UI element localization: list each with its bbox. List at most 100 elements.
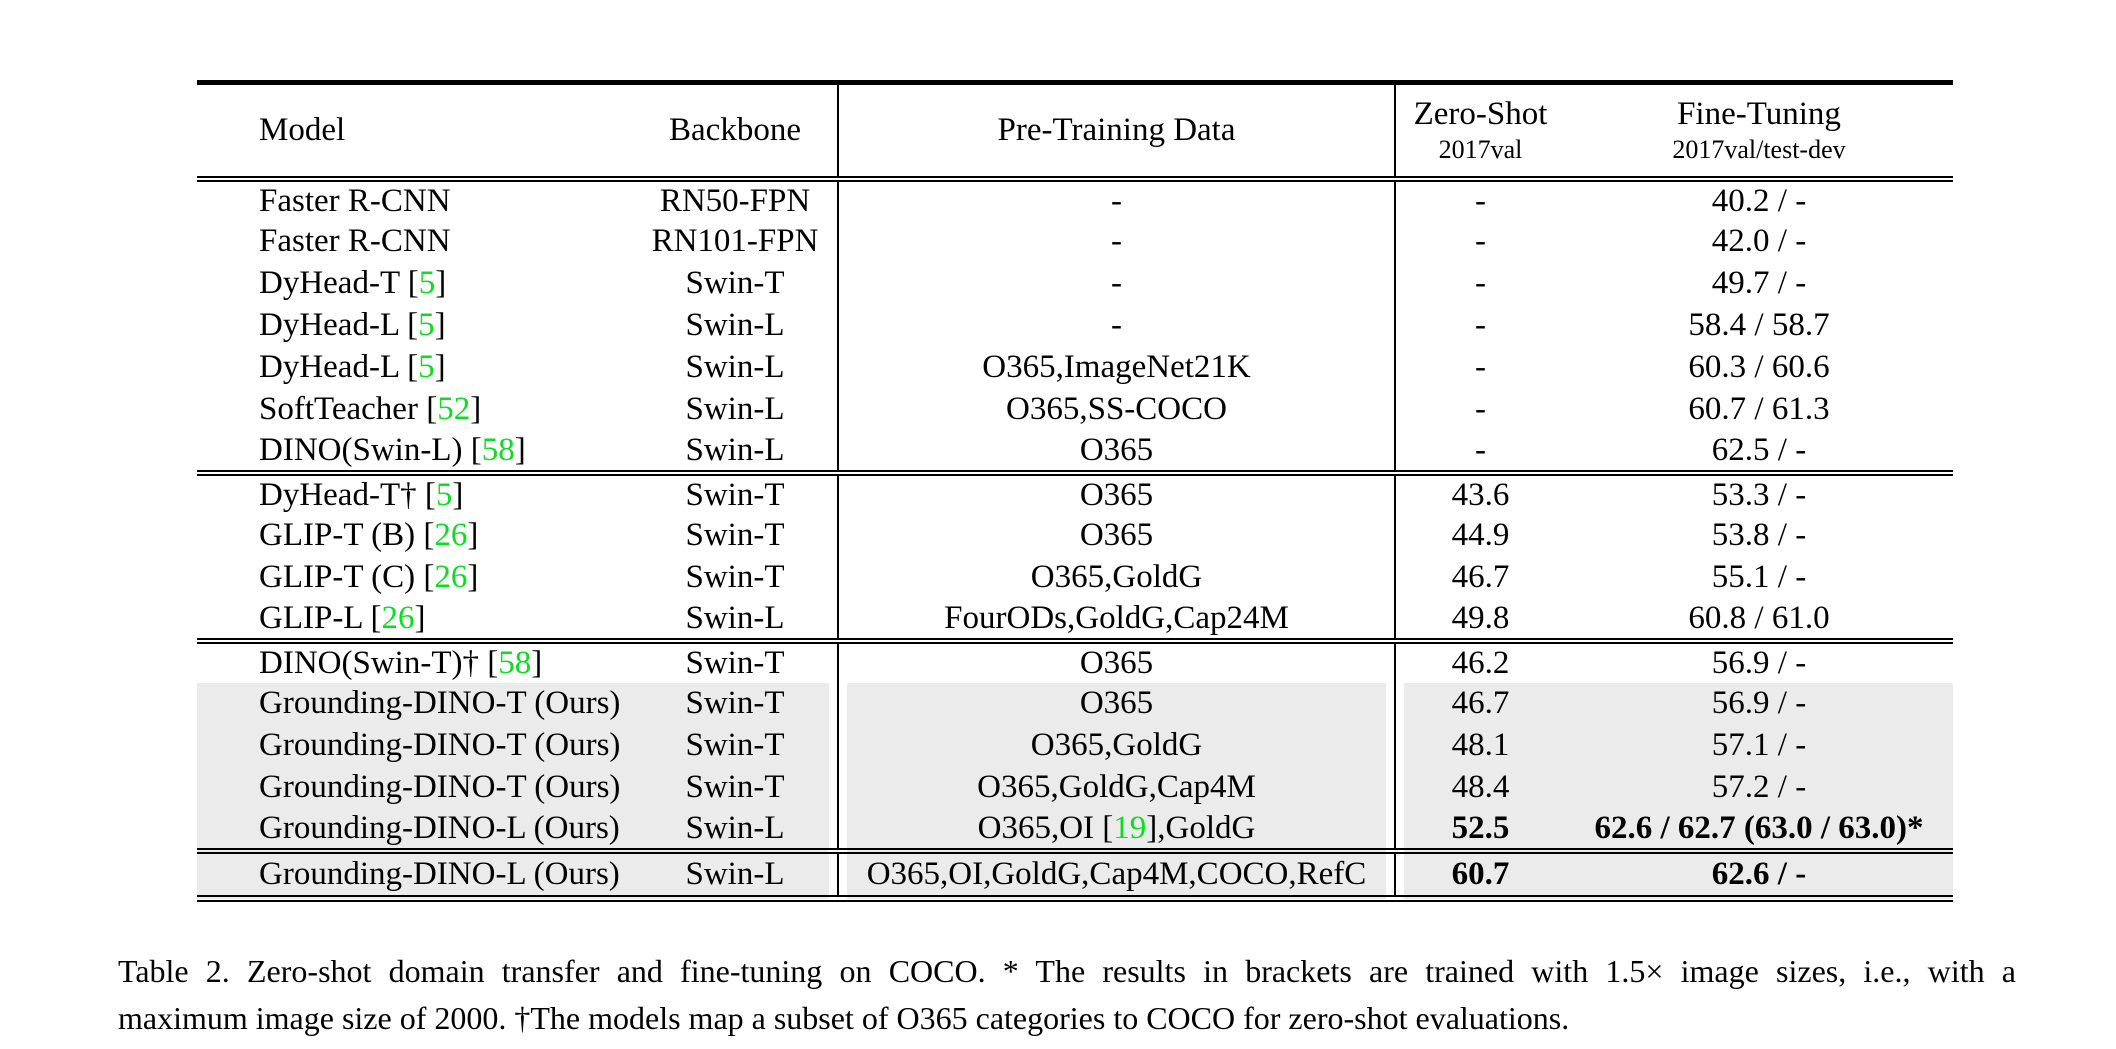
cell-pretrain-data: - bbox=[837, 220, 1396, 263]
cell-backbone: Swin-T bbox=[685, 265, 785, 302]
cell-fine-tuning: 57.2 / - bbox=[1565, 766, 1953, 809]
header-backbone: Backbone bbox=[633, 82, 838, 182]
citation-number: 58 bbox=[498, 644, 532, 681]
cell-zero-shot: - bbox=[1475, 223, 1486, 260]
citation-number: 26 bbox=[381, 599, 415, 636]
cell-zero-shot: 46.2 bbox=[1451, 644, 1510, 681]
header-fine-tuning-title: Fine-Tuning bbox=[1677, 96, 1841, 133]
table-row: GLIP-L [26] Swin-L FourODs,GoldG,Cap24M 49.… bbox=[197, 598, 1953, 644]
cell-model: DINO(Swin-T)† [58] bbox=[259, 644, 543, 681]
cell-pretrain-data: O365,GoldG bbox=[837, 556, 1396, 599]
cell-fine-tuning: 62.6 / - bbox=[1565, 850, 1953, 899]
cell-zero-shot: - bbox=[1475, 182, 1486, 219]
header-zero-shot: Zero-Shot 2017val bbox=[1395, 82, 1565, 182]
cell-zero-shot: 48.1 bbox=[1395, 724, 1565, 767]
cell-zero-shot: 52.5 bbox=[1395, 808, 1565, 854]
cell-fine-tuning: 62.5 / - bbox=[1565, 430, 1953, 476]
header-pretrain-data: Pre-Training Data bbox=[837, 82, 1396, 182]
cell-backbone: Swin-L bbox=[685, 391, 785, 428]
table-section: Grounding-DINO-L (Ours) Swin-L O365,OI,Gol… bbox=[197, 850, 1953, 899]
cell-pretrain-data: FourODs,GoldG,Cap24M bbox=[837, 598, 1396, 644]
table-row: DyHead-L [5] Swin-L - - 58.4 / 58.7 bbox=[197, 304, 1953, 347]
cell-backbone: Swin-T bbox=[633, 682, 838, 725]
cell-pretrain-data: O365,ImageNet21K bbox=[837, 346, 1396, 389]
cell-pretrain-data: - bbox=[837, 178, 1396, 221]
header-fine-tuning: Fine-Tuning 2017val/test-dev bbox=[1565, 82, 1953, 182]
header-model: Model bbox=[197, 82, 633, 182]
table-row: DyHead-T† [5] Swin-T O365 43.6 53.3 / - bbox=[197, 472, 1953, 515]
caption-line-1: Table 2. Zero-shot domain transfer and f… bbox=[118, 953, 2016, 989]
cell-backbone: Swin-T bbox=[633, 766, 838, 809]
cell-backbone: Swin-L bbox=[633, 430, 838, 476]
table-row: Faster R-CNN RN50-FPN - -40.2 / - bbox=[197, 178, 1953, 221]
header-row: Model Backbone Pre-Training Data Zero-Sh… bbox=[197, 82, 1953, 182]
cell-fine-tuning: 56.9 / - bbox=[1711, 644, 1807, 681]
cell-fine-tuning: 60.8 / 61.0 bbox=[1565, 598, 1953, 644]
cell-fine-tuning: 57.1 / - bbox=[1565, 724, 1953, 767]
cell-pretrain-data: O365 bbox=[837, 514, 1396, 557]
cell-model: DyHead-T [5] bbox=[259, 265, 447, 302]
table-row: DyHead-L [5] Swin-L O365,ImageNet21K - 60.3 … bbox=[197, 346, 1953, 389]
table-section: Faster R-CNN RN50-FPN - -40.2 / - Faster R-C… bbox=[197, 178, 1953, 476]
cell-pretrain-data: O365 bbox=[837, 472, 1396, 515]
cell-pretrain-data: O365 bbox=[837, 430, 1396, 476]
table-row: Grounding-DINO-L (Ours) Swin-L O365,OI [19… bbox=[197, 808, 1953, 854]
header-fine-tuning-sub: 2017val/test-dev bbox=[1672, 135, 1846, 165]
cell-fine-tuning: 58.4 / 58.7 bbox=[1688, 307, 1830, 344]
cell-model: Grounding-DINO-L (Ours) bbox=[197, 850, 633, 899]
cell-fine-tuning: 53.3 / - bbox=[1711, 476, 1807, 513]
cell-fine-tuning: 40.2 / - bbox=[1711, 182, 1807, 219]
cell-backbone: Swin-T bbox=[685, 644, 785, 681]
results-table: Model Backbone Pre-Training Data Zero-Sh… bbox=[197, 80, 1953, 902]
header-model-label: Model bbox=[259, 111, 346, 148]
table-row: GLIP-T (B) [26] Swin-T O365 44.9 53.8 / - bbox=[197, 514, 1953, 557]
table-row: Grounding-DINO-T (Ours) Swin-T O365 46.7 56.… bbox=[197, 682, 1953, 725]
cell-fine-tuning: 49.7 / - bbox=[1711, 265, 1807, 302]
cell-zero-shot: 48.4 bbox=[1395, 766, 1565, 809]
caption-line-2: maximum image size of 2000. †The models … bbox=[118, 1000, 1570, 1036]
cell-fine-tuning: 60.3 / 60.6 bbox=[1688, 349, 1830, 386]
cell-pretrain-data: O365,OI [19],GoldG bbox=[837, 808, 1396, 854]
table-row: DINO(Swin-T)† [58] Swin-T O365 46.2 56.9 / - bbox=[197, 640, 1953, 683]
cell-pretrain-data: - bbox=[837, 304, 1396, 347]
cell-model: DINO(Swin-L) [58] bbox=[197, 430, 633, 476]
header-zero-shot-title: Zero-Shot bbox=[1413, 96, 1548, 133]
cell-zero-shot: 49.8 bbox=[1395, 598, 1565, 644]
table-row: Grounding-DINO-T (Ours) Swin-T O365,GoldG,… bbox=[197, 766, 1953, 809]
cell-zero-shot: - bbox=[1395, 430, 1565, 476]
table-row: Grounding-DINO-L (Ours) Swin-L O365,OI,Gol… bbox=[197, 850, 1953, 899]
citation-number: 5 bbox=[435, 476, 453, 513]
cell-backbone: Swin-L bbox=[685, 349, 785, 386]
cell-pretrain-data: O365,OI,GoldG,Cap4M,COCO,RefC bbox=[837, 850, 1396, 899]
table-caption: Table 2. Zero-shot domain transfer and f… bbox=[118, 948, 2016, 1042]
cell-pretrain-data: O365,SS-COCO bbox=[837, 388, 1396, 431]
cell-backbone: Swin-L bbox=[685, 307, 785, 344]
cell-zero-shot: - bbox=[1475, 349, 1486, 386]
table-row: SoftTeacher [52] Swin-L O365,SS-COCO - 60.7 … bbox=[197, 388, 1953, 431]
cell-fine-tuning: 55.1 / - bbox=[1711, 559, 1807, 596]
cell-backbone: Swin-T bbox=[685, 559, 785, 596]
table-row: DyHead-T [5] Swin-T - - 49.7 / - bbox=[197, 262, 1953, 305]
cell-backbone: Swin-T bbox=[633, 724, 838, 767]
cell-zero-shot: - bbox=[1475, 265, 1486, 302]
cell-pretrain-data: O365,GoldG bbox=[837, 724, 1396, 767]
cell-pretrain-data: O365,GoldG,Cap4M bbox=[837, 766, 1396, 809]
cell-model: DyHead-L [5] bbox=[259, 307, 446, 344]
cell-backbone: RN101-FPN bbox=[651, 223, 819, 260]
cell-model: GLIP-L [26] bbox=[197, 598, 633, 644]
citation-number: 58 bbox=[481, 431, 515, 468]
cell-backbone: RN50-FPN bbox=[659, 182, 811, 219]
cell-zero-shot: 60.7 bbox=[1395, 850, 1565, 899]
cell-pretrain-data: O365 bbox=[837, 640, 1396, 683]
cell-fine-tuning: 60.7 / 61.3 bbox=[1688, 391, 1830, 428]
cell-backbone: Swin-L bbox=[633, 850, 838, 899]
cell-fine-tuning: 62.6 / 62.7 (63.0 / 63.0)* bbox=[1565, 808, 1953, 854]
cell-model: Grounding-DINO-T (Ours) bbox=[197, 724, 633, 767]
table-section: DINO(Swin-T)† [58] Swin-T O365 46.2 56.9 / -… bbox=[197, 640, 1953, 854]
table-header: Model Backbone Pre-Training Data Zero-Sh… bbox=[197, 82, 1953, 182]
cell-model: Grounding-DINO-L (Ours) bbox=[197, 808, 633, 854]
cell-model: DyHead-T† [5] bbox=[259, 476, 464, 513]
cell-fine-tuning: 42.0 / - bbox=[1711, 223, 1807, 260]
table-row: GLIP-T (C) [26] Swin-T O365,GoldG 46.7 55.1 … bbox=[197, 556, 1953, 599]
